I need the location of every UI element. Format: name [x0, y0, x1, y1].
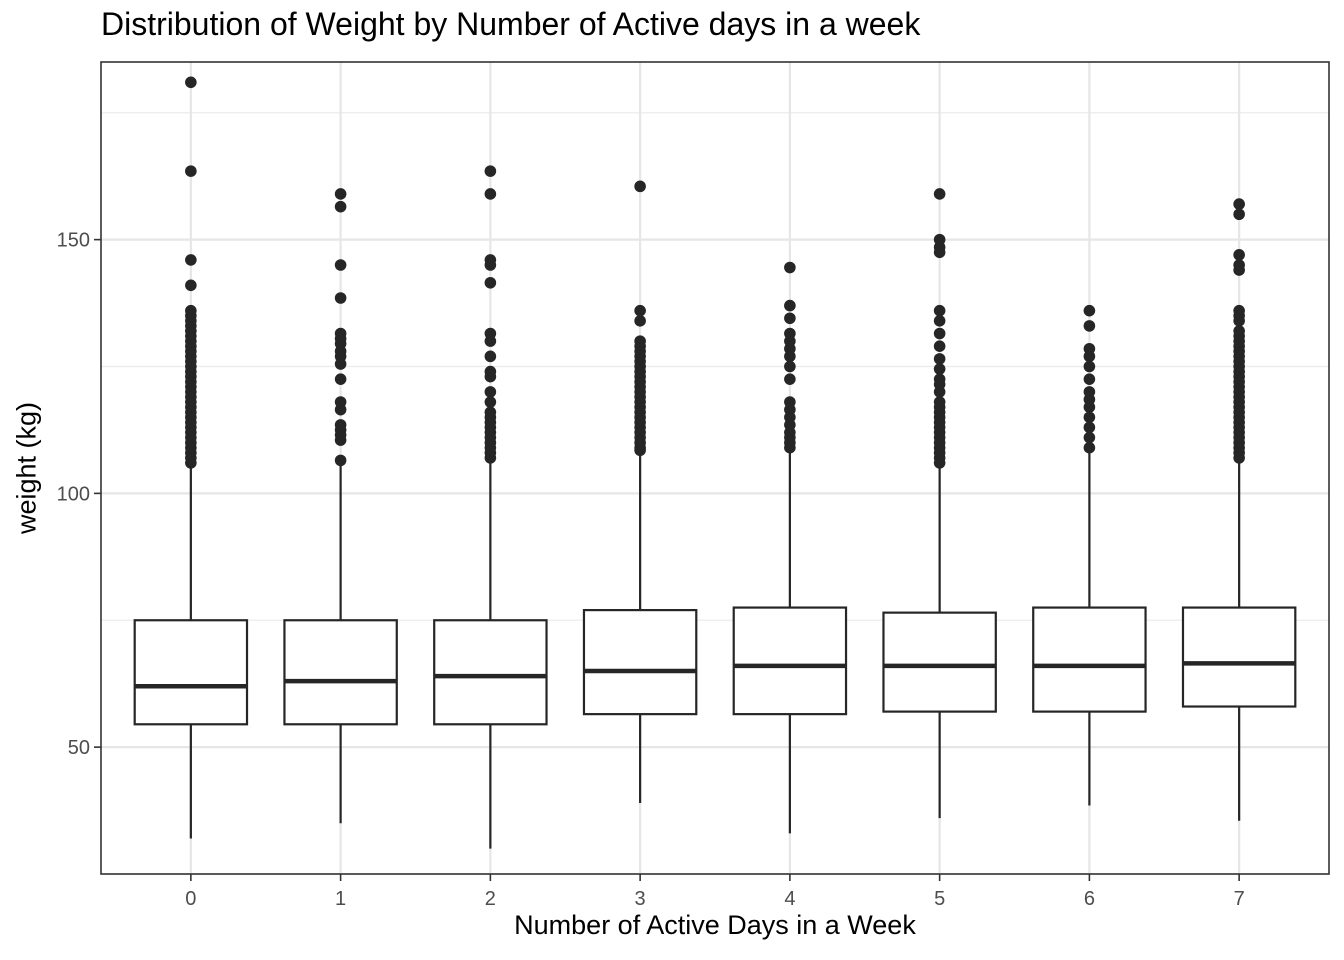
box-group — [1032, 304, 1147, 806]
plot-panel-border — [100, 61, 1330, 875]
iqr-box — [1032, 606, 1147, 713]
outlier-point — [784, 312, 796, 325]
y-axis-label: weight (kg) — [11, 401, 42, 535]
x-tick-label: 3 — [635, 888, 646, 910]
outlier-point — [933, 386, 946, 398]
outlier-point — [634, 444, 646, 457]
outlier-point — [933, 353, 946, 365]
outlier-point — [334, 434, 347, 446]
box-group — [882, 188, 997, 819]
outlier-point — [334, 454, 347, 467]
outlier-point — [334, 259, 347, 271]
outlier-point — [484, 370, 497, 383]
x-axis-label: Number of Active Days in a Week — [514, 910, 916, 940]
box-layer — [133, 76, 1297, 849]
outlier-point — [1083, 320, 1096, 332]
iqr-box — [732, 606, 848, 716]
outlier-point — [784, 261, 796, 274]
outlier-point — [484, 396, 497, 408]
outlier-point — [1083, 441, 1096, 454]
outlier-point — [1083, 373, 1096, 385]
outlier-point — [334, 292, 347, 304]
y-tick-label: 150 — [57, 230, 90, 252]
iqr-box — [1181, 606, 1297, 708]
outlier-point — [185, 254, 197, 266]
outlier-point — [484, 452, 497, 464]
axis-layer: 50 100 150 0 1 2 3 4 5 6 7 — [57, 230, 1245, 910]
x-tick-label: 4 — [784, 888, 795, 910]
box-group — [1181, 198, 1297, 821]
outlier-point — [334, 358, 347, 370]
outlier-point — [933, 315, 946, 327]
iqr-box — [133, 619, 249, 726]
outlier-point — [1233, 249, 1245, 261]
iqr-box — [433, 619, 548, 726]
outlier-point — [185, 76, 197, 89]
outlier-point — [634, 180, 646, 193]
outlier-point — [484, 386, 497, 398]
outlier-point — [484, 165, 497, 177]
outlier-point — [1233, 452, 1245, 464]
outlier-point — [784, 441, 796, 454]
outlier-point — [933, 327, 946, 340]
x-tick-label: 2 — [485, 888, 496, 910]
outlier-point — [933, 363, 946, 375]
x-tick-label: 5 — [934, 888, 945, 910]
outlier-point — [933, 304, 946, 317]
outlier-point — [1083, 421, 1096, 434]
y-tick-label: 100 — [57, 483, 90, 505]
outlier-point — [484, 188, 497, 200]
x-tick-label: 1 — [335, 888, 346, 910]
box-group — [133, 76, 249, 839]
outlier-point — [1083, 304, 1096, 317]
box-group — [582, 180, 698, 803]
outlier-point — [484, 350, 497, 363]
outlier-point — [784, 350, 796, 363]
outlier-point — [933, 188, 946, 200]
outlier-point — [1083, 350, 1096, 363]
outlier-point — [334, 200, 347, 213]
outlier-point — [334, 188, 347, 200]
outlier-point — [1233, 208, 1245, 221]
outlier-point — [784, 299, 796, 312]
outlier-point — [1233, 315, 1245, 327]
outlier-point — [933, 340, 946, 353]
x-tick-label: 0 — [185, 888, 196, 910]
iqr-box — [882, 611, 997, 713]
outlier-point — [933, 246, 946, 259]
outlier-point — [1083, 360, 1096, 373]
x-tick-label: 6 — [1084, 888, 1095, 910]
iqr-box — [283, 619, 398, 726]
outlier-point — [484, 335, 497, 347]
outlier-point — [784, 373, 796, 385]
box-group — [732, 261, 848, 834]
outlier-point — [634, 315, 646, 327]
box-group — [433, 165, 548, 849]
outlier-point — [784, 360, 796, 373]
outlier-point — [1083, 431, 1096, 444]
iqr-box — [582, 608, 698, 716]
grid-layer — [101, 62, 1329, 875]
outlier-point — [1233, 264, 1245, 276]
outlier-point — [1083, 411, 1096, 424]
outlier-point — [634, 304, 646, 317]
outlier-point — [484, 259, 497, 271]
outlier-point — [1083, 401, 1096, 413]
outlier-point — [1233, 198, 1245, 210]
y-tick-label: 50 — [68, 737, 90, 759]
chart-title: Distribution of Weight by Number of Acti… — [101, 6, 921, 42]
box-group — [283, 188, 398, 824]
outlier-point — [185, 165, 197, 177]
outlier-point — [185, 279, 197, 292]
outlier-point — [484, 276, 497, 289]
outlier-point — [185, 457, 197, 469]
x-tick-label: 7 — [1234, 888, 1245, 910]
outlier-point — [933, 457, 946, 469]
outlier-point — [334, 403, 347, 416]
outlier-point — [334, 373, 347, 385]
